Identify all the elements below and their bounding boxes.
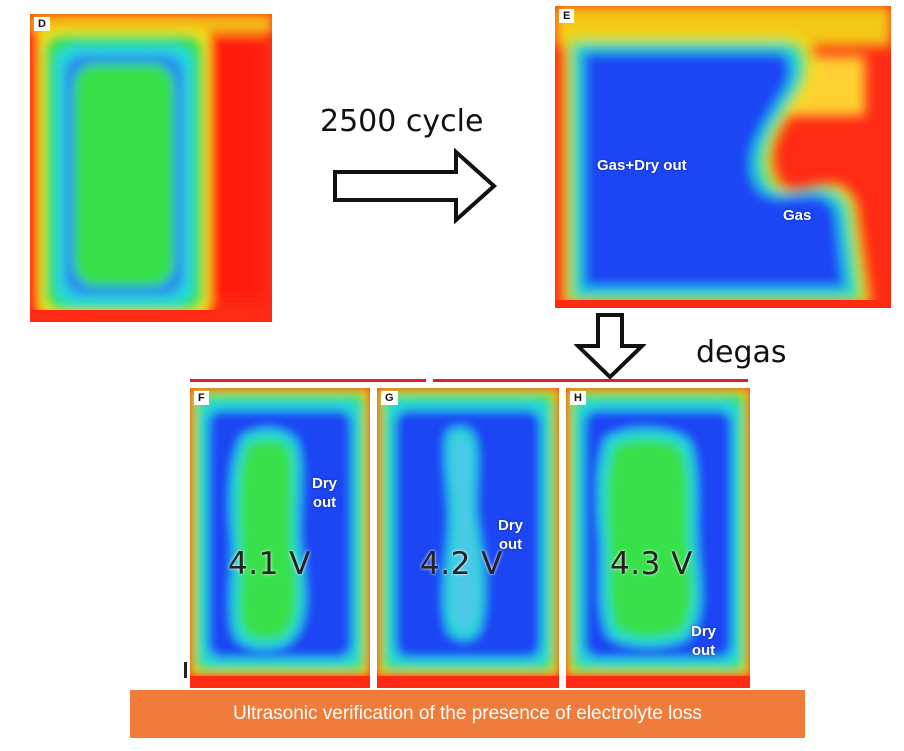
panel-g-tag: G	[381, 391, 398, 405]
right-arrow-icon	[333, 148, 497, 224]
divider-line-left	[190, 379, 426, 382]
gas-dry-out-label: Gas+Dry out	[597, 157, 687, 174]
panel-g: G 4.2 V Dry out	[377, 388, 559, 688]
dry-out-label-f: Dry out	[312, 475, 338, 511]
voltage-4-1: 4.1 V	[228, 546, 311, 582]
panel-e: E Gas+Dry out Gas	[555, 6, 891, 308]
panel-d-tag: D	[34, 17, 50, 31]
panel-f: F 4.1 V Dry out	[190, 388, 370, 688]
degas-label: degas	[696, 335, 787, 370]
voltage-4-3: 4.3 V	[610, 546, 693, 582]
caption-banner: Ultrasonic verification of the presence …	[130, 690, 805, 738]
gas-label: Gas	[783, 207, 812, 224]
panel-d: D	[30, 14, 272, 322]
down-arrow-icon	[574, 313, 646, 380]
voltage-4-2: 4.2 V	[420, 546, 503, 582]
cycle-label: 2500 cycle	[320, 104, 484, 139]
dry-out-label-h: Dry out	[691, 623, 717, 659]
panel-f-tag: F	[194, 391, 209, 405]
panel-h: H 4.3 V Dry out	[566, 388, 750, 688]
edge-mark	[184, 662, 187, 678]
panel-h-tag: H	[570, 391, 586, 405]
divider-line-right	[433, 379, 748, 382]
dry-out-label-g: Dry out	[498, 517, 524, 553]
panel-e-tag: E	[559, 9, 575, 23]
